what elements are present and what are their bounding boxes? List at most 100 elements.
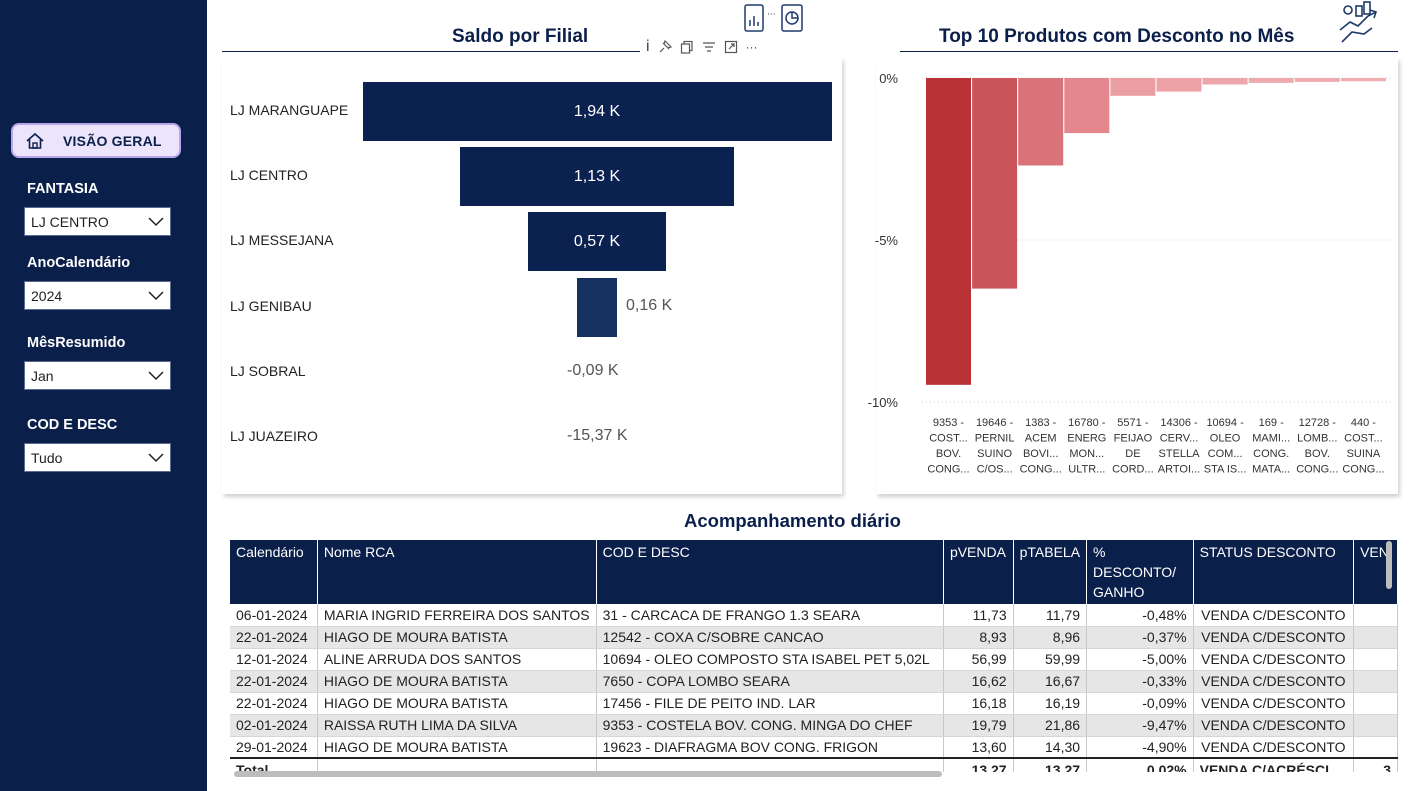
x-tick-label: 169 - [1259,417,1284,429]
table-cell: HIAGO DE MOURA BATISTA [317,670,597,693]
filter-label-fantasia: FANTASIA [27,181,99,197]
x-tick-label: CONG... [1296,464,1338,476]
table-cell: 12542 - COXA C/SOBRE CANCAO [596,626,944,649]
funnel-label: LJ MARANGUAPE [230,102,349,118]
bar[interactable] [926,78,971,385]
cod-desc-select[interactable]: Tudo [24,443,171,472]
table-cell: -5,00% [1086,648,1194,671]
y-tick-label: -10% [868,395,899,410]
column-header[interactable]: % DESCONTO/ GANHO [1086,540,1194,604]
funnel-label: LJ SOBRAL [230,362,306,379]
x-tick-label: ULTR... [1068,464,1105,476]
total-cell [317,757,597,772]
focus-mode-icon[interactable] [724,40,738,54]
bar[interactable] [1202,78,1248,85]
column-header[interactable]: pTABELA [1013,540,1088,604]
fantasia-select[interactable]: LJ CENTRO [24,207,171,236]
x-tick-label: OLEO [1210,433,1241,445]
funnel-value-label: 0,57 K [573,232,621,250]
column-header[interactable]: Calendário [230,540,318,604]
table-row[interactable]: 22-01-2024 HIAGO DE MOURA BATISTA 17456 - … [230,692,1398,715]
visao-geral-button[interactable]: VISÃO GERAL [11,123,181,158]
mes-select[interactable]: Jan [24,361,171,390]
vertical-scrollbar[interactable] [1386,541,1392,589]
x-tick-label: 1383 - [1025,417,1057,429]
table-cell: ALINE ARRUDA DOS SANTOS [317,648,597,671]
bar[interactable] [1294,78,1340,82]
x-tick-label: CORD... [1112,464,1154,476]
more-options-icon[interactable]: ··· [745,40,758,54]
info-icon[interactable]: i [646,38,650,55]
table-cell: -4,90% [1086,736,1194,759]
table-cell: 19,79 [943,714,1014,737]
table-cell [1353,626,1398,649]
total-cell: VENDA C/ACRÉSCI... [1193,757,1355,772]
table-cell: VENDA C/DESCONTO [1193,736,1355,759]
sidebar: VISÃO GERAL FANTASIA LJ CENTRO AnoCalend… [0,0,207,791]
table-row[interactable]: 22-01-2024 HIAGO DE MOURA BATISTA 7650 - C… [230,670,1398,693]
funnel-bar[interactable] [577,277,617,337]
x-tick-label: BOVI... [1023,448,1058,460]
table-cell: -0,09% [1086,692,1194,715]
total-cell: 13,27 [1013,757,1088,772]
table-title: Acompanhamento diário [684,510,901,531]
table-cell: HIAGO DE MOURA BATISTA [317,736,597,759]
table-cell: 7650 - COPA LOMBO SEARA [596,670,944,693]
table-row[interactable]: 22-01-2024 HIAGO DE MOURA BATISTA 12542 - … [230,626,1398,649]
table-row[interactable]: 12-01-2024 ALINE ARRUDA DOS SANTOS 10694 -… [230,648,1398,671]
chevron-down-icon [148,453,164,463]
table-cell: 9353 - COSTELA BOV. CONG. MINGA DO CHEF [596,714,944,737]
total-cell: 13,27 [943,757,1014,772]
bar[interactable] [1064,78,1110,134]
x-tick-label: CERV... [1160,433,1199,445]
daily-table: Calendário Nome RCA COD E DESC pVENDA pTABEL… [230,540,1398,772]
table-cell: -9,47% [1086,714,1194,737]
x-tick-label: SUINO [977,448,1012,460]
discount-hand-icon [1339,1,1378,43]
chevron-down-icon [148,217,164,227]
x-tick-label: CONG. [1253,448,1289,460]
bar[interactable] [1156,78,1202,92]
funnel-value-label: -0,09 K [567,361,619,379]
bar[interactable] [972,78,1018,289]
x-tick-label: 10694 - [1206,417,1244,429]
table-cell: 11,73 [943,604,1014,627]
funnel-bar[interactable]: 0,57 K [528,212,666,272]
table-row[interactable]: 29-01-2024 HIAGO DE MOURA BATISTA 19623 - … [230,736,1398,759]
y-tick-label: 0% [879,71,898,86]
pin-icon[interactable] [658,39,672,54]
x-tick-label: LOMB... [1297,433,1337,445]
table-cell: 22-01-2024 [230,626,318,649]
bar[interactable] [1340,78,1386,82]
x-tick-label: BOV. [936,448,961,460]
ano-select[interactable]: 2024 [24,281,171,310]
column-header[interactable]: pVENDA [943,540,1014,604]
filter-label-mes: MêsResumido [27,335,126,351]
table-cell: VENDA C/DESCONTO [1193,670,1355,693]
x-tick-label: 9353 - [933,417,965,429]
funnel-bar[interactable]: 1,13 K [460,147,734,207]
funnel-bar[interactable]: 1,94 K [362,82,832,141]
copy-icon[interactable] [680,40,694,54]
bar[interactable] [1248,78,1294,83]
table-cell: 22-01-2024 [230,670,318,693]
table-row[interactable]: 06-01-2024 MARIA INGRID FERREIRA DOS SANT… [230,604,1398,627]
table-row[interactable]: 02-01-2024 RAISSA RUTH LIMA DA SILVA 9353 … [230,714,1398,737]
total-cell: Total [230,757,318,772]
filter-icon[interactable] [702,40,716,54]
x-tick-label: PERNIL [975,433,1015,445]
column-header[interactable]: Nome RCA [317,540,597,604]
total-cell [596,757,944,772]
horizontal-scrollbar[interactable] [234,771,942,777]
bar[interactable] [1018,78,1064,166]
visual-toolbar: i ··· [646,38,758,56]
table-cell: 56,99 [943,648,1014,671]
table-cell [1353,648,1398,671]
x-tick-label: SUINA [1347,448,1381,460]
column-header[interactable]: STATUS DESCONTO [1193,540,1355,604]
bar[interactable] [1110,78,1156,96]
x-tick-label: STELLA [1159,448,1201,460]
column-header[interactable]: COD E DESC [596,540,944,604]
funnel-value-label: 0,16 K [626,296,673,314]
table-cell: VENDA C/DESCONTO [1193,604,1355,627]
